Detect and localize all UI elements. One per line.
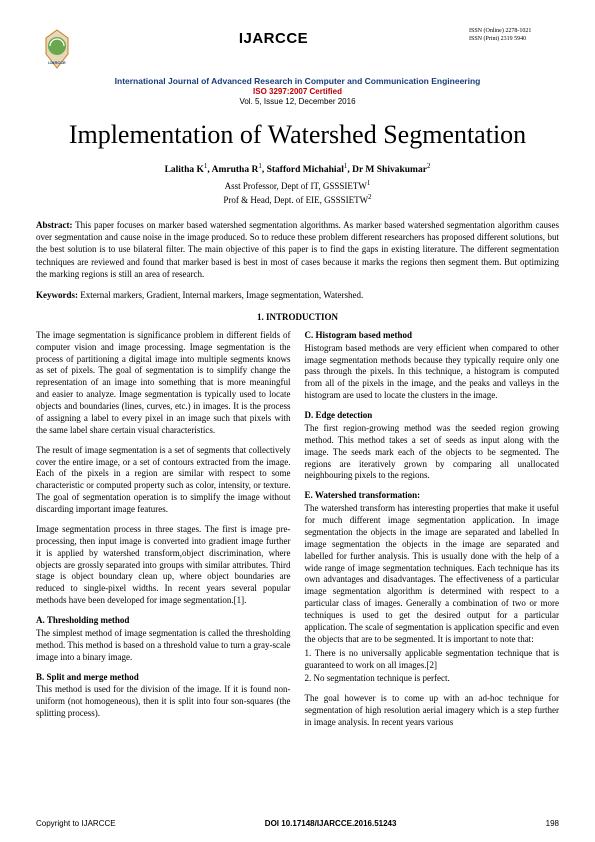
- journal-acronym: IJARCCE: [78, 30, 469, 47]
- para-b: This method is used for the division of …: [36, 684, 291, 720]
- two-column-body: The image segmentation is significance p…: [36, 330, 559, 729]
- para-d: The first region-growing method was the …: [305, 423, 560, 482]
- section-1-heading: 1. INTRODUCTION: [36, 312, 559, 322]
- keywords-block: Keywords: External markers, Gradient, In…: [36, 290, 559, 300]
- para-f: The goal however is to come up with an a…: [305, 693, 560, 729]
- subhead-b: B. Split and merge method: [36, 672, 291, 684]
- list-item-2: 2. No segmentation technique is perfect.: [305, 673, 560, 685]
- intro-p3: Image segmentation process in three stag…: [36, 524, 291, 607]
- issn-online: ISSN (Online) 2278-1021: [469, 28, 559, 36]
- para-a: The simplest method of image segmentatio…: [36, 628, 291, 664]
- left-column: The image segmentation is significance p…: [36, 330, 291, 729]
- right-column: C. Histogram based method Histogram base…: [305, 330, 560, 729]
- para-e: The watershed transform has interesting …: [305, 503, 560, 646]
- svg-text:IJARCCE: IJARCCE: [48, 60, 66, 65]
- journal-name: International Journal of Advanced Resear…: [36, 76, 559, 86]
- header-row: IJARCCE IJARCCE ISSN (Online) 2278-1021 …: [36, 28, 559, 70]
- copyright-text: Copyright to IJARCCE: [36, 819, 116, 828]
- header-center: IJARCCE: [78, 28, 469, 47]
- keywords-text: External markers, Gradient, Internal mar…: [78, 290, 363, 300]
- subhead-d: D. Edge detection: [305, 410, 560, 422]
- doi-text: DOI 10.17148/IJARCCE.2016.51243: [265, 819, 397, 828]
- keywords-label: Keywords:: [36, 290, 78, 300]
- journal-logo: IJARCCE: [36, 28, 78, 70]
- issn-print: ISSN (Print) 2319 5940: [469, 36, 559, 44]
- subhead-e: E. Watershed transformation:: [305, 490, 560, 502]
- paper-title: Implementation of Watershed Segmentation: [36, 120, 559, 150]
- abstract-label: Abstract:: [36, 220, 73, 230]
- iso-cert: ISO 3297:2007 Certified: [36, 87, 559, 96]
- authors-text: Lalitha K1, Amrutha R1, Stafford Michahi…: [165, 165, 431, 175]
- list-item-1: 1. There is no universally applicable se…: [305, 648, 560, 672]
- para-c: Histogram based methods are very efficie…: [305, 343, 560, 402]
- subhead-a: A. Thresholding method: [36, 615, 291, 627]
- affiliation-1: Asst Professor, Dept of IT, GSSSIETW1: [36, 179, 559, 191]
- page-number: 198: [546, 819, 559, 828]
- affiliation-2: Prof & Head, Dept. of EIE, GSSSIETW2: [36, 193, 559, 205]
- page-footer: Copyright to IJARCCE DOI 10.17148/IJARCC…: [36, 819, 559, 828]
- volume-info: Vol. 5, Issue 12, December 2016: [36, 97, 559, 106]
- intro-p2: The result of image segmentation is a se…: [36, 445, 291, 516]
- abstract-block: Abstract: This paper focuses on marker b…: [36, 219, 559, 280]
- journal-meta: International Journal of Advanced Resear…: [36, 76, 559, 106]
- subhead-c: C. Histogram based method: [305, 330, 560, 342]
- issn-block: ISSN (Online) 2278-1021 ISSN (Print) 231…: [469, 28, 559, 44]
- abstract-text: This paper focuses on marker based water…: [36, 220, 559, 279]
- authors-line: Lalitha K1, Amrutha R1, Stafford Michahi…: [36, 162, 559, 175]
- intro-p1: The image segmentation is significance p…: [36, 330, 291, 437]
